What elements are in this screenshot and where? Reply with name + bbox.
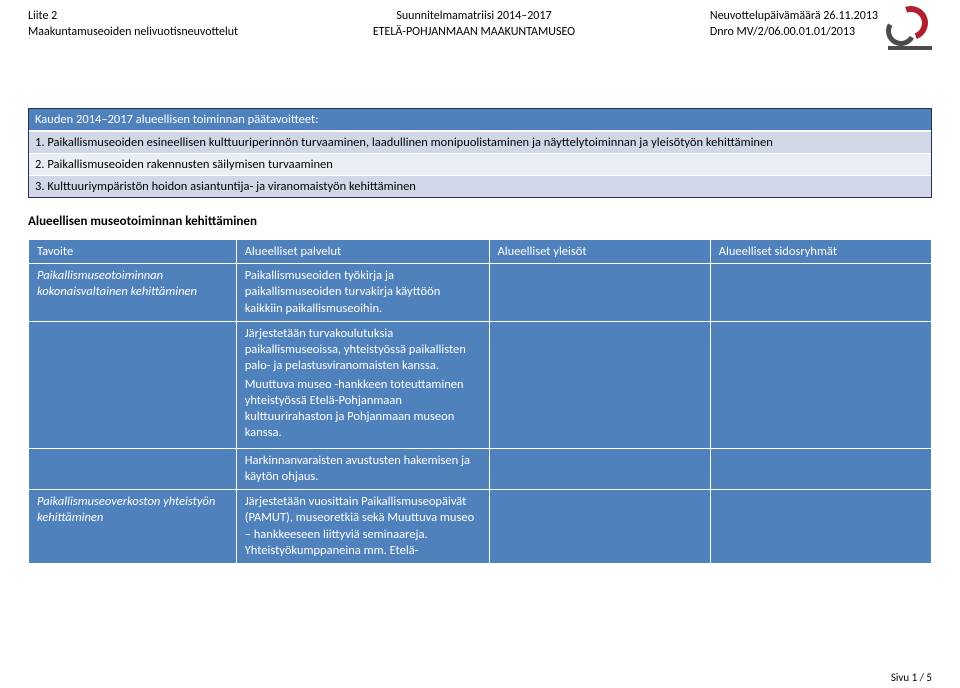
page-footer: Sivu 1 / 5 [891,671,932,684]
logo-icon [888,8,932,48]
header-center: Suunnitelmamatriisi 2014–2017 ETELÄ-POHJ… [373,8,575,48]
goals-title: Kauden 2014–2017 alueellisen toiminnan p… [29,109,931,131]
cell-tavoite [29,321,237,448]
table-row: Harkinnanvaraisten avustusten hakemisen … [29,448,932,490]
cell-tavoite [29,448,237,490]
cell-sidosryhmat [710,448,931,490]
goals-item: 3. Kulttuuriympäristön hoidon asiantunti… [29,175,931,197]
cell-paragraph: Järjestetään turvakoulutuksia paikallism… [245,326,481,375]
header-line: Dnro MV/2/06.00.01.01/2013 [710,24,878,40]
header-line: Liite 2 [28,8,238,24]
table-row: Järjestetään turvakoulutuksia paikallism… [29,321,932,448]
header-left: Liite 2 Maakuntamuseoiden nelivuotisneuv… [28,8,238,48]
table-row: Paikallismuseoverkoston yhteistyön kehit… [29,490,932,564]
cell-palvelut: Järjestetään turvakoulutuksia paikallism… [236,321,489,448]
cell-palvelut: Järjestetään vuosittain Paikallismuseopä… [236,490,489,564]
cell-paragraph: Muuttuva museo -hankkeen toteuttaminen y… [245,377,481,442]
cell-tavoite: Paikallismuseotoiminnan kokonaisvaltaine… [29,264,237,322]
header-line: Maakuntamuseoiden nelivuotisneuvottelut [28,24,238,40]
header-line: Suunnitelmamatriisi 2014–2017 [373,8,575,24]
cell-sidosryhmat [710,490,931,564]
cell-yleisot [489,264,710,322]
col-header-sidosryhmat: Alueelliset sidosryhmät [710,240,931,264]
header-line: Neuvottelupäivämäärä 26.11.2013 [710,8,878,24]
cell-palvelut: Harkinnanvaraisten avustusten hakemisen … [236,448,489,490]
cell-sidosryhmat [710,321,931,448]
plan-matrix-table: Tavoite Alueelliset palvelut Alueelliset… [28,239,932,564]
table-row: Paikallismuseotoiminnan kokonaisvaltaine… [29,264,932,322]
goals-box: Kauden 2014–2017 alueellisen toiminnan p… [28,108,932,198]
col-header-yleisot: Alueelliset yleisöt [489,240,710,264]
cell-yleisot [489,448,710,490]
col-header-palvelut: Alueelliset palvelut [236,240,489,264]
goals-item: 1. Paikallismuseoiden esineellisen kultt… [29,131,931,153]
cell-tavoite: Paikallismuseoverkoston yhteistyön kehit… [29,490,237,564]
cell-yleisot [489,490,710,564]
section-title: Alueellisen museotoiminnan kehittäminen [28,214,932,229]
goals-item: 2. Paikallismuseoiden rakennusten säilym… [29,153,931,175]
col-header-tavoite: Tavoite [29,240,237,264]
cell-yleisot [489,321,710,448]
header-line: ETELÄ-POHJANMAAN MAAKUNTAMUSEO [373,24,575,40]
cell-palvelut: Paikallismuseoiden työkirja ja paikallis… [236,264,489,322]
header-right: Neuvottelupäivämäärä 26.11.2013 Dnro MV/… [710,8,932,48]
cell-sidosryhmat [710,264,931,322]
document-header: Liite 2 Maakuntamuseoiden nelivuotisneuv… [28,8,932,48]
